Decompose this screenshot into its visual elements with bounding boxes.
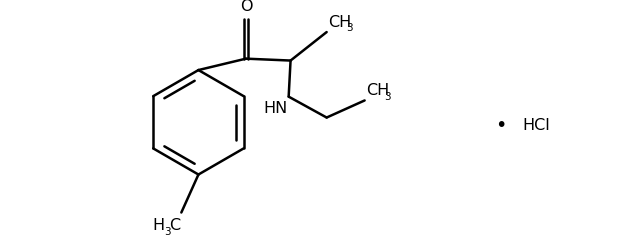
Text: CH: CH bbox=[366, 83, 390, 98]
Text: C: C bbox=[169, 218, 180, 233]
Text: 3: 3 bbox=[346, 23, 353, 33]
Text: •: • bbox=[495, 116, 506, 135]
Text: CH: CH bbox=[328, 15, 351, 30]
Text: 3: 3 bbox=[164, 227, 170, 236]
Text: HCl: HCl bbox=[523, 118, 550, 133]
Text: 3: 3 bbox=[384, 92, 391, 102]
Text: H: H bbox=[152, 218, 164, 233]
Text: O: O bbox=[239, 0, 252, 14]
Text: HN: HN bbox=[263, 101, 287, 116]
